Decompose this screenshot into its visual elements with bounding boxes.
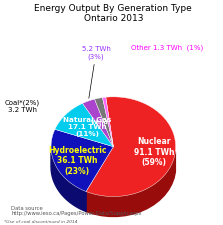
Text: Natural Gas
17.1 TWh
(11%): Natural Gas 17.1 TWh (11%) [63, 116, 112, 136]
Text: *Use of coal discontinued in 2014: *Use of coal discontinued in 2014 [4, 219, 78, 223]
Polygon shape [103, 98, 113, 147]
Text: Data source
http://www.ieso.ca/Pages/Power-Data/Supply.aspx: Data source http://www.ieso.ca/Pages/Pow… [11, 205, 142, 216]
Text: Coal*(2%)
3.2 TWh: Coal*(2%) 3.2 TWh [5, 99, 40, 112]
Polygon shape [86, 152, 176, 216]
Text: 5.2 TWh
(3%): 5.2 TWh (3%) [82, 46, 110, 99]
Polygon shape [55, 104, 113, 147]
Text: Energy Output By Generation Type
Ontario 2013: Energy Output By Generation Type Ontario… [35, 4, 192, 23]
Polygon shape [86, 97, 176, 197]
Text: Wind: Wind [91, 119, 109, 124]
Text: Other 1.3 TWh  (1%): Other 1.3 TWh (1%) [131, 44, 203, 51]
Text: Hydroelectric
36.1 TWh
(23%): Hydroelectric 36.1 TWh (23%) [48, 145, 106, 175]
Text: Nuclear
91.1 TWh
(59%): Nuclear 91.1 TWh (59%) [134, 137, 174, 166]
Polygon shape [83, 100, 113, 147]
Polygon shape [51, 147, 86, 212]
Polygon shape [51, 130, 113, 192]
Polygon shape [95, 98, 113, 147]
